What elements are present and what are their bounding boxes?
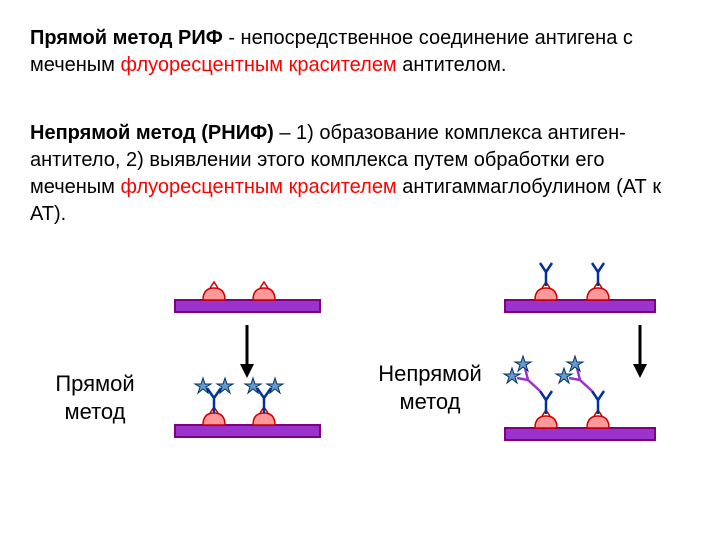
- para1-bold: Прямой метод РИФ: [30, 27, 223, 49]
- down-arrow-icon: [240, 325, 254, 378]
- label-indirect: Непрямойметод: [360, 360, 500, 415]
- secondary-antibody-icon: [556, 356, 592, 391]
- antibody-icon: [540, 263, 552, 286]
- down-arrow-icon: [633, 325, 647, 378]
- antibody-icon: [592, 391, 604, 414]
- para2-bold: Непрямой метод (РНИФ): [30, 122, 274, 144]
- direct-diagram: [170, 270, 330, 455]
- indirect-diagram: [495, 260, 680, 460]
- membrane-bottom: [505, 428, 655, 440]
- antigen-icon: [203, 282, 225, 300]
- para2-hl: флуоресцентным красителем: [120, 176, 396, 198]
- secondary-antibody-icon: [504, 356, 540, 391]
- antibody-icon: [592, 263, 604, 286]
- membrane-top: [175, 300, 320, 312]
- labeled-antibody-icon: [245, 378, 283, 413]
- antigen-icon: [253, 282, 275, 300]
- paragraph-indirect: Непрямой метод (РНИФ) – 1) образование к…: [30, 120, 670, 228]
- labeled-antibody-icon: [195, 378, 233, 413]
- para1-hl: флуоресцентным красителем: [120, 54, 396, 76]
- para1-p2: антителом.: [397, 54, 507, 76]
- paragraph-direct: Прямой метод РИФ - непосредственное соед…: [30, 25, 660, 79]
- label-direct: Прямойметод: [35, 370, 155, 425]
- membrane-bottom: [175, 425, 320, 437]
- antibody-icon: [540, 391, 552, 414]
- membrane-top: [505, 300, 655, 312]
